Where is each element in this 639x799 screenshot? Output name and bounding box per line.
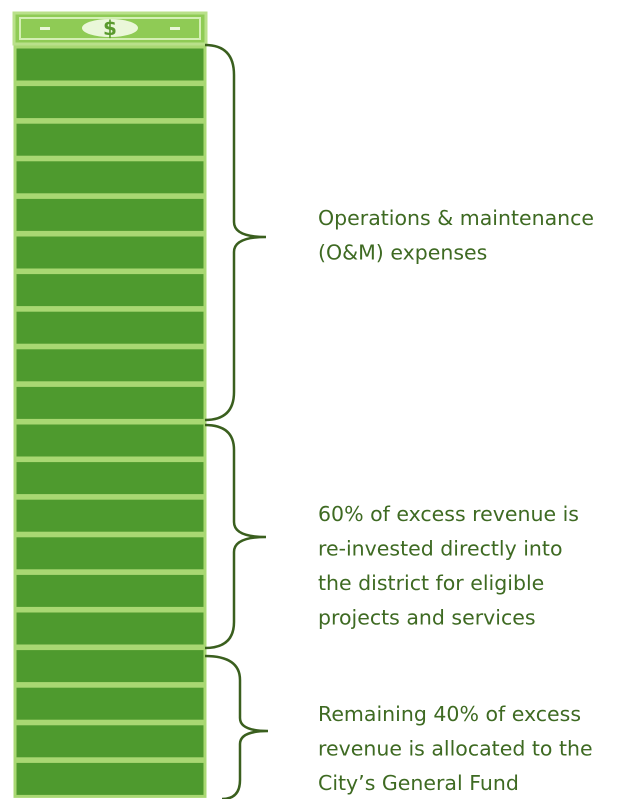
bill — [13, 233, 207, 272]
bill — [13, 647, 207, 686]
bill — [13, 496, 207, 535]
bill-symbol: $ — [103, 16, 117, 40]
bill — [13, 421, 207, 460]
bill — [13, 120, 207, 159]
bill-dash — [40, 27, 50, 30]
label-line: projects and services — [318, 606, 536, 630]
label-line: re-invested directly into — [318, 537, 563, 561]
bill-border — [19, 17, 201, 40]
bill — [13, 308, 207, 347]
bill — [13, 271, 207, 310]
braces — [204, 43, 269, 799]
bill — [13, 45, 207, 84]
label-line: 60% of excess revenue is — [318, 502, 579, 526]
bill — [13, 346, 207, 385]
bill — [13, 534, 207, 573]
label-line: the district for eligible — [318, 571, 544, 595]
bill — [13, 158, 207, 197]
bill — [13, 684, 207, 723]
labels: Operations & maintenance (O&M) expenses 60… — [318, 206, 594, 795]
label-line: City’s General Fund — [318, 771, 519, 795]
label-line: Operations & maintenance — [318, 206, 594, 230]
label-line: (O&M) expenses — [318, 241, 487, 265]
bill — [13, 571, 207, 610]
brace — [204, 43, 267, 422]
bill — [13, 722, 207, 761]
label-line: revenue is allocated to the — [318, 737, 593, 761]
bill — [13, 459, 207, 498]
brace — [204, 654, 269, 799]
bill — [13, 83, 207, 122]
label-line: Remaining 40% of excess — [318, 702, 581, 726]
bill — [13, 195, 207, 234]
bill-stack — [13, 45, 207, 798]
bill-oval — [82, 19, 138, 37]
brace — [204, 423, 267, 650]
top-bill: $ — [12, 11, 208, 46]
bill — [13, 383, 207, 422]
bill — [13, 609, 207, 648]
bill-dash — [170, 27, 180, 30]
bill — [13, 759, 207, 798]
